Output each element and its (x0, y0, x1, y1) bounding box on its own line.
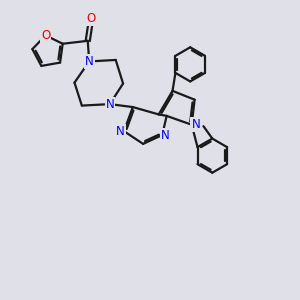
Text: N: N (116, 125, 125, 138)
Text: N: N (191, 118, 200, 131)
Text: N: N (161, 128, 170, 142)
Text: O: O (86, 12, 95, 25)
Text: O: O (41, 29, 50, 42)
Text: N: N (106, 98, 114, 111)
Text: N: N (85, 55, 94, 68)
